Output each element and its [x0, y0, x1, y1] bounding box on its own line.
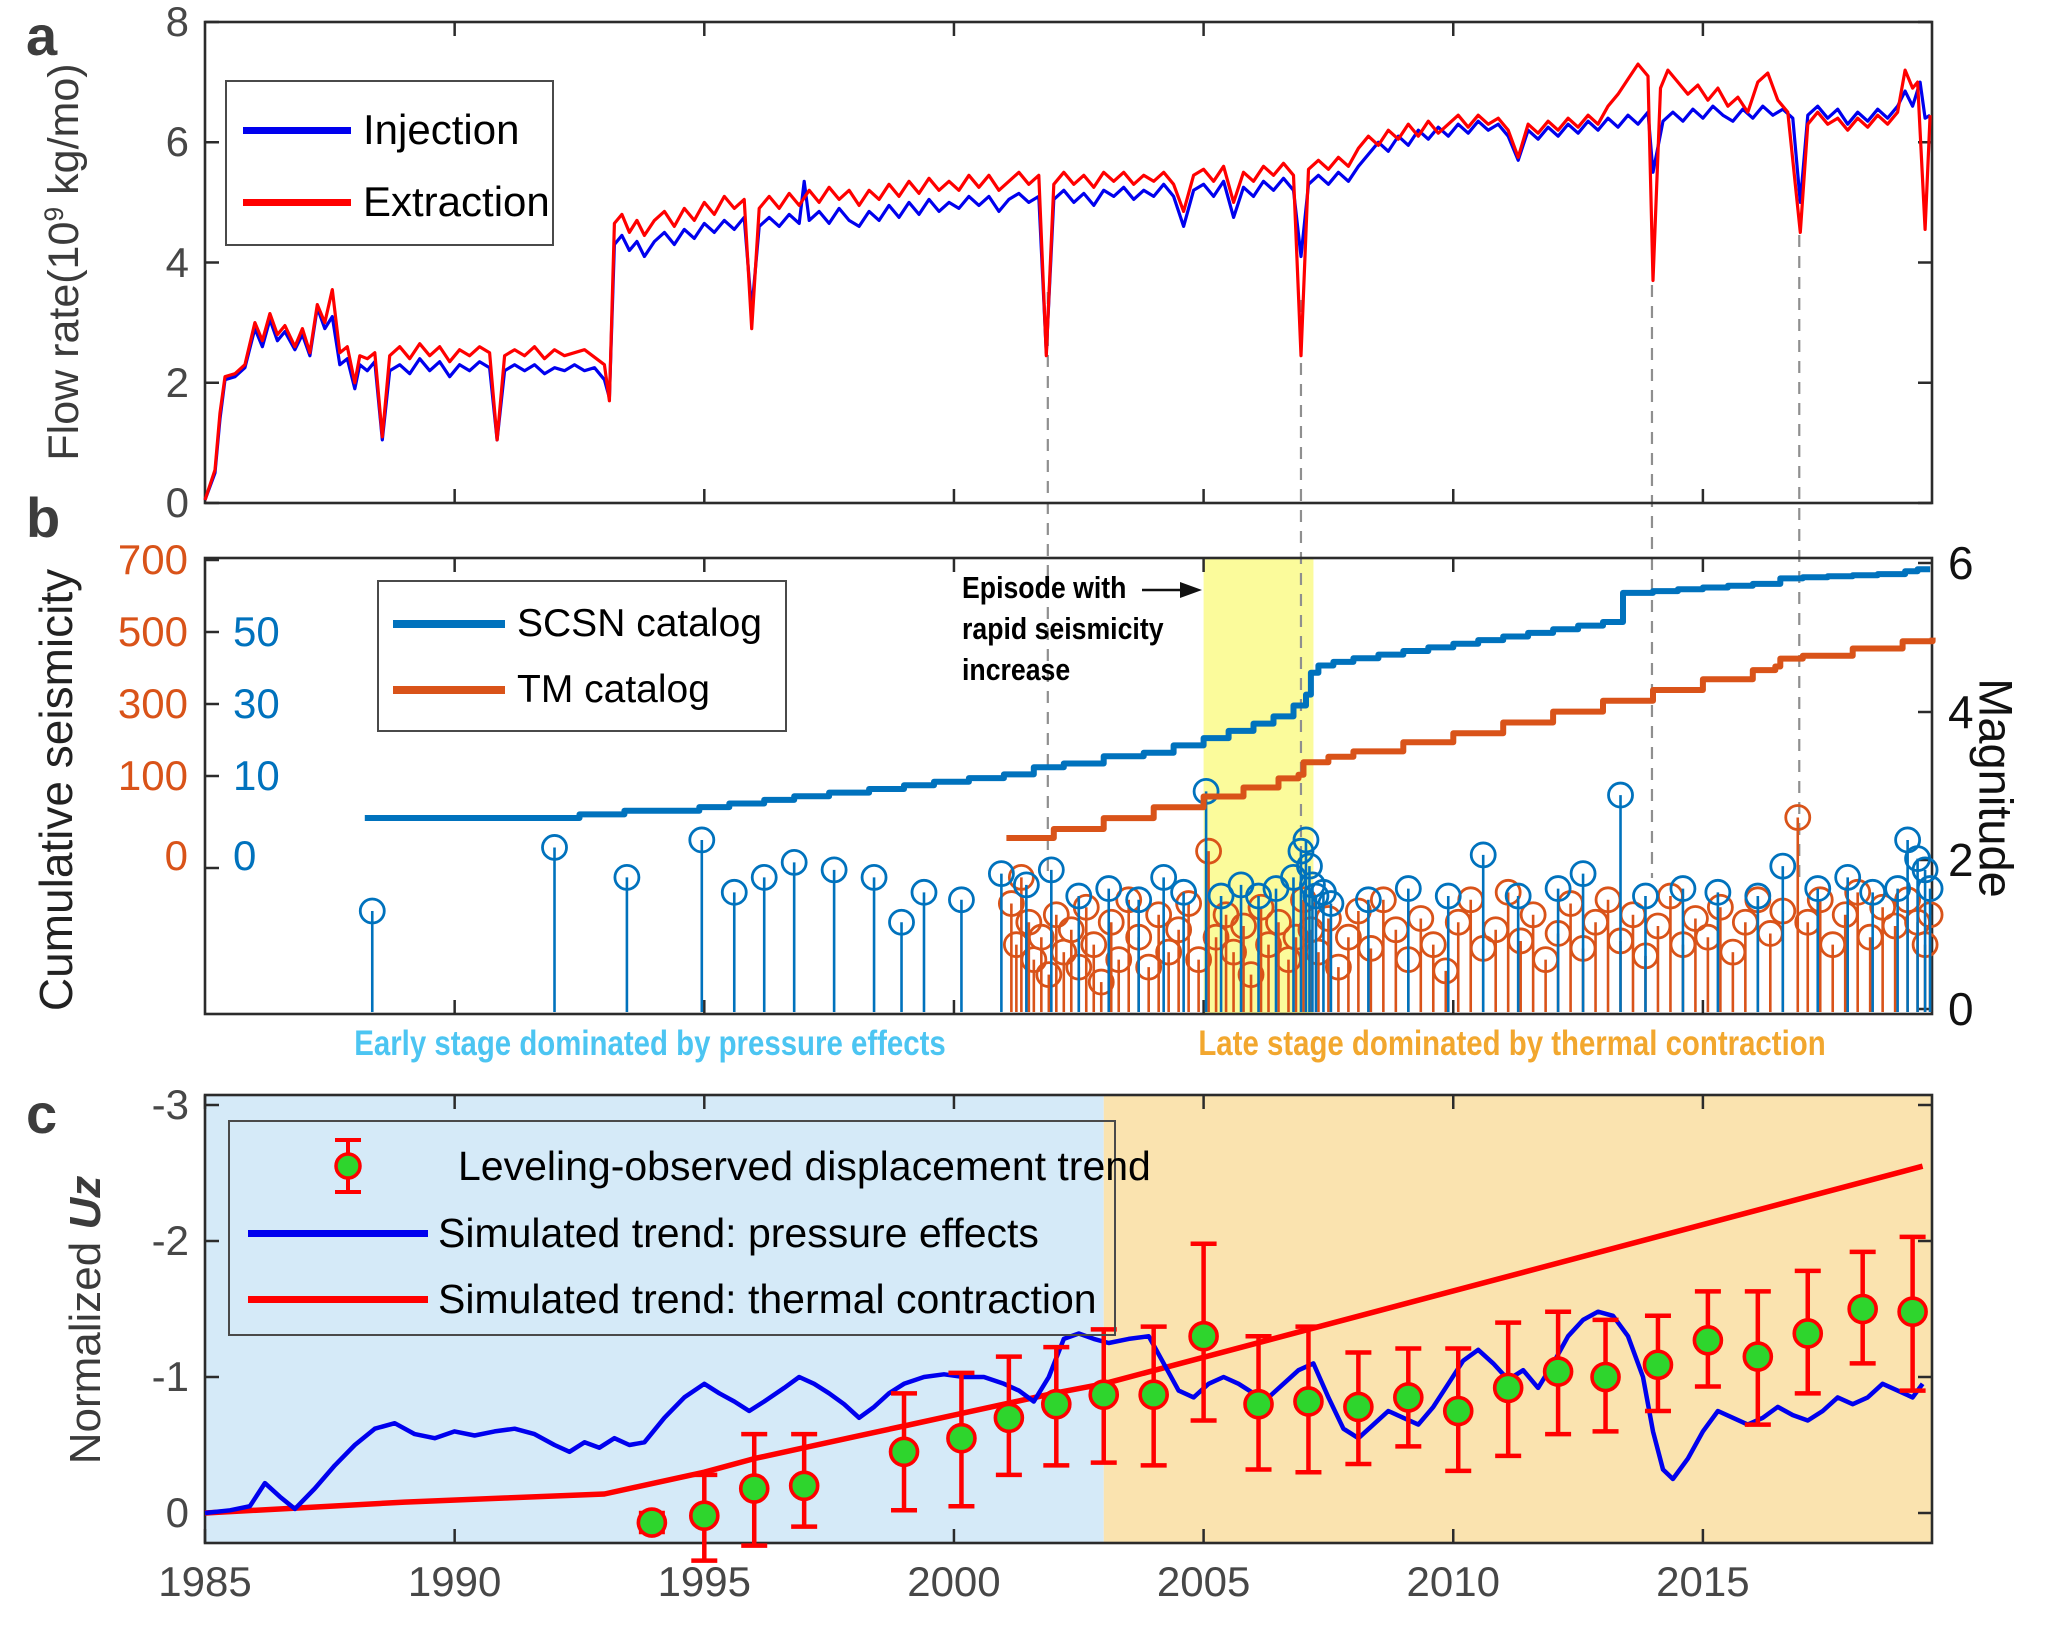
panel-b-legend: SCSN catalog TM catalog — [377, 580, 787, 732]
sim-thermal-line-swatch — [248, 1296, 428, 1303]
late-stage-title: Late stage dominated by thermal contract… — [1198, 1024, 1826, 1063]
panel-a-legend: Injection Extraction — [225, 80, 554, 246]
panel-b-mag-tick-4: 4 — [1948, 686, 1974, 738]
observed-marker-swatch — [248, 1134, 448, 1198]
panel-b-mag-tick-2: 2 — [1948, 834, 1974, 886]
legend-item-tm: TM catalog — [393, 668, 710, 712]
panel-c-ytick--3: -3 — [151, 1081, 189, 1128]
legend-item-observed: Leveling-observed displacement trend — [248, 1134, 1151, 1198]
panel-b-letter: b — [26, 486, 61, 549]
panel-b-mag-tick-0: 0 — [1948, 983, 1974, 1035]
panel-a-ytick-2: 2 — [165, 358, 189, 406]
injection-line-swatch — [243, 126, 351, 134]
panel-c-xtick-1995: 1995 — [657, 1558, 752, 1605]
legend-item-sim-thermal: Simulated trend: thermal contraction — [248, 1276, 1097, 1323]
tm-line-swatch — [393, 686, 505, 694]
scsn-line-swatch — [393, 620, 505, 628]
panel-a-letter: a — [26, 4, 58, 67]
panel-c-ytick--1: -1 — [151, 1353, 189, 1400]
panel-b-tm-tick-700: 700 — [117, 536, 188, 583]
panel-b-tm-tick-100: 100 — [117, 752, 188, 799]
green-circle-errorbar-icon — [334, 1138, 362, 1194]
legend-item-sim-pressure: Simulated trend: pressure effects — [248, 1210, 1039, 1257]
panel-a-ytick-0: 0 — [165, 479, 189, 526]
extraction-line-swatch — [243, 198, 351, 206]
early-stage-title: Early stage dominated by pressure effect… — [354, 1024, 946, 1063]
panel-a-ytick-8: 8 — [165, 0, 189, 45]
panel-b-scsn-tick-10: 10 — [233, 752, 280, 799]
panel-a-ytick-6: 6 — [165, 118, 189, 166]
sim-pressure-line-swatch — [248, 1230, 428, 1237]
panel-b-tm-tick-0: 0 — [164, 832, 188, 879]
panel-a-ytick-4: 4 — [165, 238, 189, 286]
episode-annotation: Episode with rapid seismicity increase — [962, 570, 1164, 687]
panel-b-tm-tick-300: 300 — [117, 680, 188, 727]
panel-c-legend: Leveling-observed displacement trend Sim… — [228, 1120, 1151, 1336]
panel-b-tm-tick-500: 500 — [117, 608, 188, 655]
panel-c-xtick-2010: 2010 — [1406, 1558, 1500, 1605]
panel-c-ytick-0: 0 — [165, 1489, 189, 1536]
legend-item-extraction: Extraction — [243, 178, 550, 226]
panel-c-xtick-2005: 2005 — [1156, 1558, 1251, 1605]
legend-item-scsn: SCSN catalog — [393, 602, 762, 646]
legend-item-injection: Injection — [243, 106, 519, 154]
panel-b-scsn-tick-50: 50 — [233, 608, 280, 655]
panel-c-xtick-1990: 1990 — [407, 1558, 502, 1605]
panel-c-xtick-2015: 2015 — [1656, 1558, 1750, 1605]
panel-c-ytick--2: -2 — [151, 1217, 189, 1264]
panel-c-letter: c — [26, 1082, 58, 1145]
panel-b-scsn-tick-0: 0 — [233, 832, 257, 879]
panel-c-xtick-1985: 1985 — [158, 1558, 252, 1605]
panel-c-xtick-2000: 2000 — [907, 1558, 1001, 1605]
panel-b-scsn-tick-30: 30 — [233, 680, 280, 727]
panel-b-mag-tick-6: 6 — [1948, 537, 1974, 589]
